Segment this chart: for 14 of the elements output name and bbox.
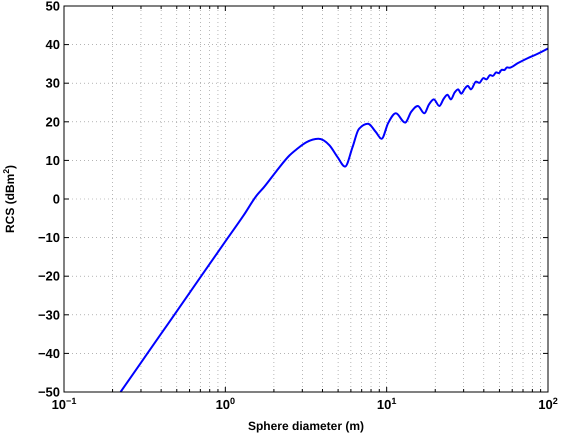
y-tick-label: 30	[46, 76, 60, 91]
x-axis-title: Sphere diameter (m)	[248, 419, 364, 433]
x-tick-label: 10$^{2}$	[538, 396, 558, 412]
y-tick-label: 10	[46, 152, 60, 168]
y-tick-label: 40	[46, 37, 60, 52]
y-tick-label: −20	[38, 268, 60, 284]
x-tick-label: 10$^{1}$	[376, 396, 396, 412]
y-tick-label: −30	[38, 307, 60, 322]
y-tick-label: 20	[46, 114, 60, 130]
y-tick-label: −10	[38, 230, 60, 246]
y-tick-label: −40	[38, 346, 60, 361]
y-tick-label: 0	[52, 192, 60, 206]
y-tick-label: 50	[46, 0, 60, 14]
x-tick-label: 10$^{0}$	[216, 396, 236, 412]
